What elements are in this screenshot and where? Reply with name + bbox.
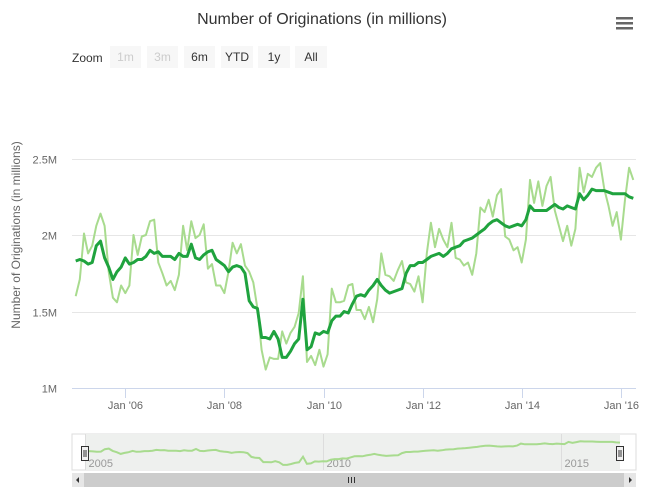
arrow-left-icon	[76, 477, 79, 483]
y-tick-label: 1.5M	[33, 308, 57, 320]
navigator-year-label: 2015	[565, 458, 589, 470]
y-axis-title: Number of Originations (in millions)	[9, 141, 23, 328]
y-tick-label: 2M	[42, 231, 57, 243]
zoom-button-label: All	[304, 50, 317, 64]
zoom-button-label: 6m	[191, 50, 208, 64]
navigator-right-handle[interactable]	[616, 446, 624, 461]
zoom-button-1m: 1m	[110, 46, 141, 68]
series-line-2[interactable]	[75, 187, 634, 359]
zoom-button-all[interactable]: All	[295, 46, 327, 68]
zoom-button-label: 1y	[268, 50, 281, 64]
zoom-button-1y[interactable]: 1y	[258, 46, 290, 68]
x-tick-label: Jan '16	[604, 400, 639, 412]
zoom-button-3m: 3m	[147, 46, 178, 68]
x-tick-label: Jan '12	[406, 400, 441, 412]
x-tick-label: Jan '08	[207, 400, 242, 412]
zoom-button-ytd[interactable]: YTD	[221, 46, 253, 68]
zoom-button-6m[interactable]: 6m	[184, 46, 215, 68]
navigator-year-label: 2005	[89, 458, 113, 470]
y-gridlines	[72, 159, 636, 313]
series-line-1[interactable]	[74, 162, 635, 371]
navigator-left-handle[interactable]	[81, 446, 89, 461]
zoom-button-label: YTD	[225, 50, 249, 64]
scroll-left-button[interactable]	[72, 473, 84, 487]
chart-title: Number of Originations (in millions)	[197, 11, 447, 28]
y-tick-label: 1M	[42, 384, 57, 396]
x-tick-label: Jan '14	[505, 400, 540, 412]
navigator-selected-range[interactable]	[85, 434, 620, 470]
y-tick-label: 2.5M	[33, 155, 57, 167]
x-axis-labels: Jan '06 Jan '08 Jan '10 Jan '12 Jan '14 …	[108, 400, 639, 412]
y-axis-labels: 2.5M 2M 1.5M 1M	[33, 155, 57, 396]
x-tick-label: Jan '06	[108, 400, 143, 412]
x-tick-label: Jan '10	[307, 400, 342, 412]
navigator[interactable]: 2005 2010 2015	[71, 433, 637, 471]
arrow-right-icon	[629, 477, 632, 483]
navigator-series-line	[84, 440, 621, 466]
zoom-button-label: 3m	[154, 50, 171, 64]
scrollbar-grip-icon	[348, 477, 355, 483]
zoom-label: Zoom	[72, 51, 103, 65]
navigator-year-labels: 2005 2010 2015	[89, 458, 589, 470]
zoom-button-label: 1m	[117, 50, 134, 64]
hamburger-menu-icon[interactable]	[612, 10, 636, 34]
scroll-right-button[interactable]	[624, 473, 636, 487]
plot-area[interactable]	[74, 162, 635, 371]
scrollbar[interactable]	[72, 473, 636, 487]
x-axis-ticks	[125, 388, 622, 398]
navigator-year-label: 2010	[327, 458, 351, 470]
